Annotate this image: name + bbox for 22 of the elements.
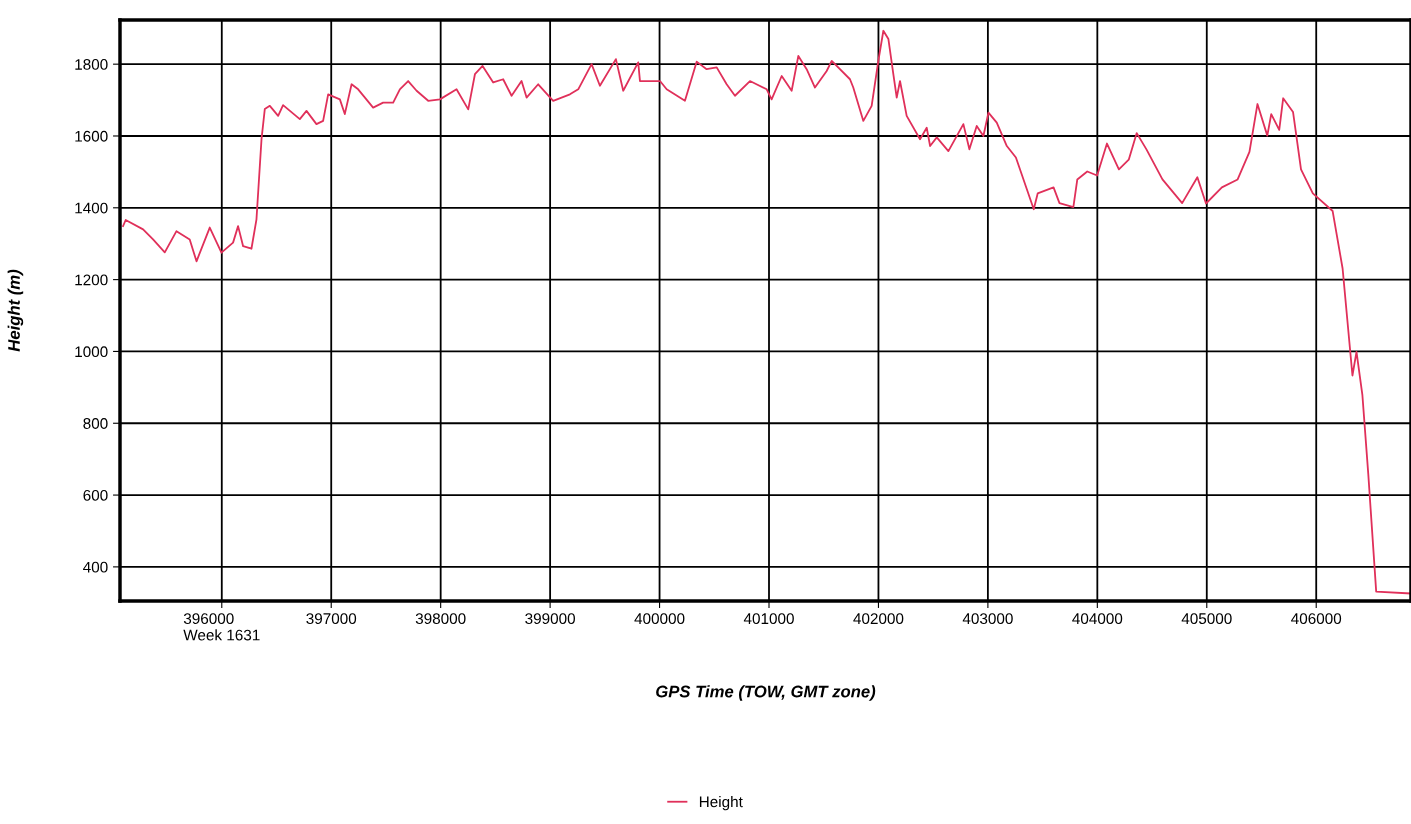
y-tick-label: 800 (83, 418, 108, 429)
y-tick-label: 1800 (75, 59, 108, 70)
x-tick-label: 400000 (634, 613, 685, 625)
x-tick-label: 401000 (743, 613, 794, 625)
x-tick-label: 406000 (1291, 613, 1342, 625)
x-tick-label: 396000 Week 1631 (183, 613, 260, 641)
y-tick-label: 1000 (75, 346, 108, 358)
y-tick-label: 1600 (75, 130, 108, 142)
x-tick-label: 397000 (306, 613, 357, 625)
x-tick-label: 405000 (1181, 613, 1232, 625)
y-axis-title: Height (m) (7, 269, 24, 352)
legend-label: Height (699, 796, 743, 811)
x-tick-label: 403000 (962, 613, 1013, 625)
x-axis-title: GPS Time (TOW, GMT zone) (656, 685, 876, 701)
y-tick-label: 1400 (75, 202, 108, 214)
x-tick-label: 398000 (415, 613, 466, 625)
x-tick-label: 402000 (853, 613, 904, 625)
y-tick-label: 600 (83, 489, 108, 501)
x-tick-label: 404000 (1072, 613, 1123, 625)
y-tick-label: 1200 (75, 274, 108, 286)
y-tick-label: 400 (83, 561, 108, 573)
x-tick-label: 399000 (525, 613, 576, 625)
